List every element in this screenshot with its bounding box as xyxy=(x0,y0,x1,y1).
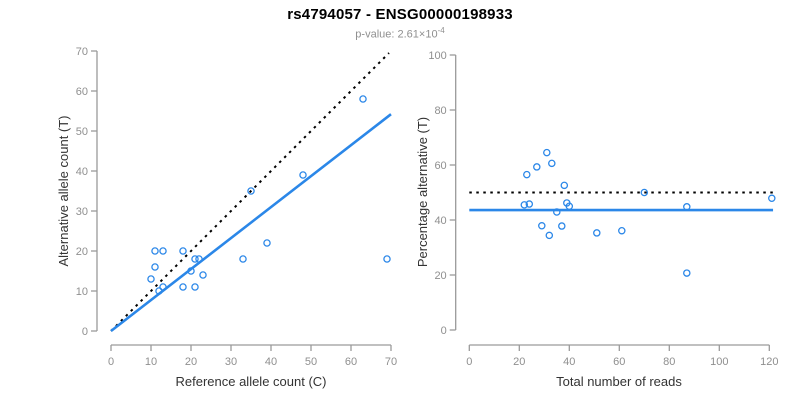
fit-line xyxy=(110,113,392,333)
x-tick-label: 60 xyxy=(613,356,625,368)
data-point xyxy=(155,287,163,295)
x-tick-label: 10 xyxy=(145,356,157,368)
x-tick-label: 70 xyxy=(385,356,397,368)
data-point xyxy=(683,203,691,211)
data-point xyxy=(179,247,187,255)
y-tick-label: 80 xyxy=(434,105,446,117)
data-point xyxy=(159,247,167,255)
p-value-mantissa: 2.61×10 xyxy=(397,28,438,41)
y-axis-title: Alternative allele count (T) xyxy=(56,115,71,266)
data-point xyxy=(299,171,307,179)
data-point xyxy=(263,239,271,247)
y-tick-label: 0 xyxy=(82,326,88,338)
data-point xyxy=(239,255,247,263)
y-tick-label: 100 xyxy=(428,50,446,62)
identity-line xyxy=(110,52,390,332)
data-point xyxy=(560,181,569,190)
x-axis-title: Reference allele count (C) xyxy=(175,374,326,389)
x-tick-label: 40 xyxy=(265,356,277,368)
data-point xyxy=(768,194,776,203)
data-point xyxy=(553,208,561,216)
x-tick-label: 50 xyxy=(305,356,317,368)
left-scatter-panel: 0 10 20 30 40 50 60 70 0 10 20 30 40 50 60 70 Reference … xyxy=(56,46,397,389)
y-tick-label: 50 xyxy=(76,126,88,138)
y-tick-label: 60 xyxy=(76,86,88,98)
data-point xyxy=(187,267,195,275)
x-tick-label: 100 xyxy=(710,356,728,368)
data-point xyxy=(565,202,574,210)
y-tick-label: 0 xyxy=(441,325,447,337)
p-value-exponent: -4 xyxy=(437,26,445,35)
data-point xyxy=(195,255,203,263)
y-tick-label: 10 xyxy=(76,286,88,298)
data-point xyxy=(558,222,566,230)
y-tick-label: 30 xyxy=(76,206,88,218)
page-title: rs4794057 - ENSG00000198933 xyxy=(287,6,513,23)
right-scatter-panel: 0 20 40 60 80 100 0 20 40 60 80 100 120 Total number … xyxy=(415,50,778,389)
data-point xyxy=(640,188,649,197)
x-tick-label: 0 xyxy=(466,356,472,368)
x-tick-label: 80 xyxy=(663,356,675,368)
data-point xyxy=(520,201,529,209)
data-point xyxy=(545,231,554,240)
data-point xyxy=(191,283,199,291)
data-point xyxy=(191,255,199,263)
p-value-prefix: p-value: xyxy=(355,28,398,41)
y-tick-label: 40 xyxy=(434,215,446,227)
y-axis-title: Percentage alternative (T) xyxy=(415,117,430,267)
data-point xyxy=(147,275,155,283)
x-tick-label: 60 xyxy=(345,356,357,368)
x-tick-label: 120 xyxy=(760,356,778,368)
y-tick-label: 40 xyxy=(76,166,88,178)
data-point xyxy=(179,283,187,291)
data-point xyxy=(538,222,546,230)
data-point xyxy=(683,269,691,277)
x-tick-label: 30 xyxy=(225,356,237,368)
data-point xyxy=(523,170,531,179)
data-point xyxy=(383,255,391,263)
data-point xyxy=(151,263,159,271)
data-point xyxy=(247,187,255,195)
p-value-subtitle: p-value: 2.61×10-4 xyxy=(0,26,800,41)
data-point xyxy=(593,229,601,237)
y-tick-label: 70 xyxy=(76,46,88,58)
data-point xyxy=(533,163,541,171)
data-point xyxy=(525,200,534,208)
x-tick-label: 0 xyxy=(108,356,114,368)
x-axis-title: Total number of reads xyxy=(556,374,682,389)
data-point xyxy=(151,247,159,255)
y-tick-label: 20 xyxy=(434,270,446,282)
data-point xyxy=(543,148,551,157)
y-tick-label: 20 xyxy=(76,246,88,258)
x-tick-label: 40 xyxy=(563,356,575,368)
data-point xyxy=(359,95,367,103)
x-tick-label: 20 xyxy=(185,356,197,368)
y-tick-label: 60 xyxy=(434,160,446,172)
x-tick-label: 20 xyxy=(513,356,525,368)
data-point xyxy=(199,271,207,279)
data-point xyxy=(159,283,167,291)
data-point xyxy=(548,159,556,168)
data-point xyxy=(618,226,626,235)
